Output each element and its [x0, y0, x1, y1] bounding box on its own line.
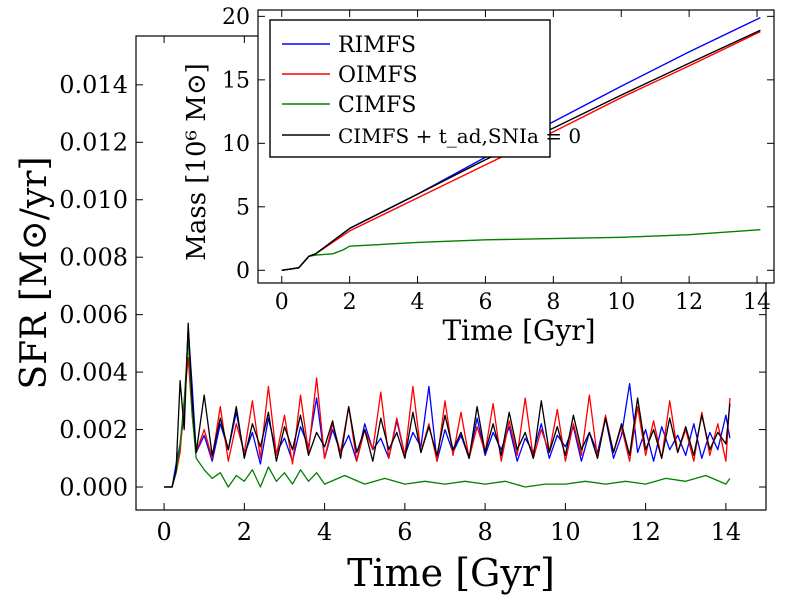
sfr-x-tick-label: 12: [630, 518, 661, 546]
legend-label-oimfs: OIMFS: [338, 63, 418, 88]
mass-series-line-3: [281, 29, 761, 271]
sfr-y-tick-label: 0.002: [59, 416, 128, 444]
sfr-y-tick-label: 0.006: [59, 301, 128, 329]
mass-y-tick-label: 10: [222, 132, 250, 157]
mass-y-tick-label: 0: [236, 259, 250, 284]
sfr-y-tick-label: 0.010: [59, 186, 128, 214]
mass-x-tick-label: 10: [607, 290, 635, 315]
legend-label-cimfs: CIMFS: [338, 93, 416, 118]
mass-y-tick-label: 15: [222, 69, 250, 94]
sfr-series-line-3: [164, 322, 731, 488]
mass-x-tick-label: 12: [675, 290, 703, 315]
mass-x-tick-label: 0: [275, 290, 289, 315]
mass-x-tick-label: 4: [411, 290, 425, 315]
sfr-y-tick-label: 0.000: [59, 473, 128, 501]
sfr-series-line-2: [164, 336, 731, 488]
mass-x-axis-label: Time [Gyr]: [442, 314, 595, 347]
mass-x-tick-label: 14: [743, 290, 771, 315]
mass-y-tick-label: 20: [222, 5, 250, 30]
mass-inset-panel: 0 2 4 6 8 10 12 14 0 5 10 15 20 Time [Gyr] Mass [10⁶…: [182, 5, 775, 347]
sfr-x-tick-label: 2: [237, 518, 252, 546]
sfr-x-tick-label: 14: [711, 518, 742, 546]
mass-ticks: 0 2 4 6 8 10 12 14 0 5 10 15 20: [222, 5, 774, 315]
mass-x-tick-label: 2: [343, 290, 357, 315]
sfr-x-tick-label: 0: [156, 518, 171, 546]
legend-label-rimfs: RIMFS: [338, 33, 416, 58]
legend-label-cimfs-tad: CIMFS + t_ad,SNIa = 0: [338, 124, 581, 148]
mass-x-tick-label: 6: [478, 290, 492, 315]
sfr-x-tick-label: 10: [550, 518, 581, 546]
mass-y-axis-label: Mass [10⁶ M⊙]: [182, 63, 212, 261]
sfr-y-tick-label: 0.014: [59, 71, 128, 99]
mass-y-tick-label: 5: [236, 196, 250, 221]
sfr-y-axis-label: SFR [M⊙/yr]: [14, 157, 55, 390]
sfr-x-tick-label: 6: [397, 518, 412, 546]
sfr-series-line-1: [164, 357, 731, 488]
sfr-series-group: [164, 322, 731, 488]
sfr-y-tick-label: 0.008: [59, 244, 128, 272]
mass-x-tick-label: 8: [546, 290, 560, 315]
mass-series-group: [281, 16, 761, 271]
legend-box: [269, 19, 551, 158]
sfr-x-axis-label: Time [Gyr]: [347, 551, 555, 595]
sfr-y-tick-label: 0.004: [59, 359, 128, 387]
mass-legend: RIMFS OIMFS CIMFS CIMFS + t_ad,SNIa = 0: [269, 19, 581, 158]
sfr-ticks: 0 2 4 6 8 10 12 14 0.000 0.002 0.004 0.006 0.008 0.01…: [59, 36, 766, 546]
sfr-y-tick-label: 0.012: [59, 129, 128, 157]
sfr-x-tick-label: 8: [477, 518, 492, 546]
sfr-x-tick-label: 4: [317, 518, 332, 546]
